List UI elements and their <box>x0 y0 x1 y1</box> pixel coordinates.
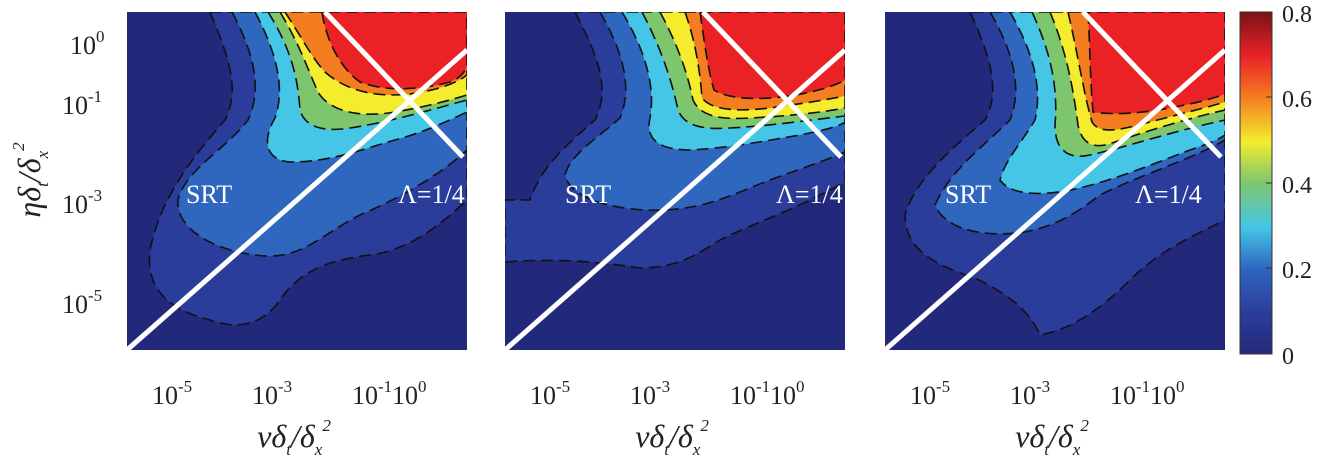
x-tick-label: 100 <box>1150 377 1185 410</box>
x-axis-label: νδt/δx2 <box>1015 416 1089 457</box>
x-axis-label: νδt/δx2 <box>635 416 709 457</box>
panel-2: SRT Λ=1/4 10-5 10-3 10-1 100 νδt/δx2 <box>505 12 845 457</box>
colorbar-tick-label: 0.2 <box>1282 258 1312 284</box>
level-7-region <box>1087 12 1225 115</box>
lambda-line <box>701 12 843 159</box>
x-tick-label: 10-5 <box>910 377 950 410</box>
x-tick-label: 10-1 <box>730 377 770 410</box>
level-7-region <box>321 12 467 90</box>
panel-1: SRT Λ=1/4 100 10-1 10-3 10-5 ηδt/δx2 10-… <box>9 12 467 457</box>
x-tick-label: 100 <box>392 377 427 410</box>
x-tick-label: 10-1 <box>1110 377 1150 410</box>
colorbar-tick-label: 0 <box>1282 344 1294 370</box>
srt-annotation: SRT <box>565 180 611 209</box>
level-7-region <box>699 12 845 100</box>
x-tick-label: 10-3 <box>252 377 292 410</box>
contour-plot-1 <box>127 12 467 350</box>
x-tick-label: 10-1 <box>352 377 392 410</box>
y-axis-label: ηδt/δx2 <box>9 142 52 218</box>
colorbar: 0.8 0.6 0.4 0.2 0 <box>1239 2 1312 370</box>
lambda-annotation: Λ=1/4 <box>398 180 465 209</box>
x-axis-label: νδt/δx2 <box>257 416 331 457</box>
lambda-annotation: Λ=1/4 <box>776 180 843 209</box>
y-tick-label: 10-1 <box>62 87 102 120</box>
contour-plot-3 <box>885 12 1225 350</box>
srt-annotation: SRT <box>186 180 232 209</box>
x-tick-label: 10-5 <box>152 377 192 410</box>
contour-plot-2 <box>505 12 845 350</box>
lambda-annotation: Λ=1/4 <box>1135 180 1202 209</box>
colorbar-tick-label: 0.8 <box>1282 2 1312 28</box>
y-tick-label: 10-5 <box>62 286 102 319</box>
y-tick-label: 100 <box>70 27 105 60</box>
x-tick-label: 10-3 <box>630 377 670 410</box>
colorbar-ticks <box>1266 11 1272 355</box>
y-tick-label: 10-3 <box>62 186 102 219</box>
lambda-line <box>323 12 465 159</box>
srt-annotation: SRT <box>945 180 991 209</box>
lambda-line <box>1081 12 1223 159</box>
colorbar-tick-label: 0.4 <box>1282 173 1312 199</box>
x-tick-label: 10-3 <box>1010 377 1050 410</box>
panel-3: SRT Λ=1/4 10-5 10-3 10-1 100 νδt/δx2 <box>885 12 1225 457</box>
x-tick-label: 100 <box>770 377 805 410</box>
x-tick-label: 10-5 <box>530 377 570 410</box>
colorbar-tick-label: 0.6 <box>1282 87 1312 113</box>
